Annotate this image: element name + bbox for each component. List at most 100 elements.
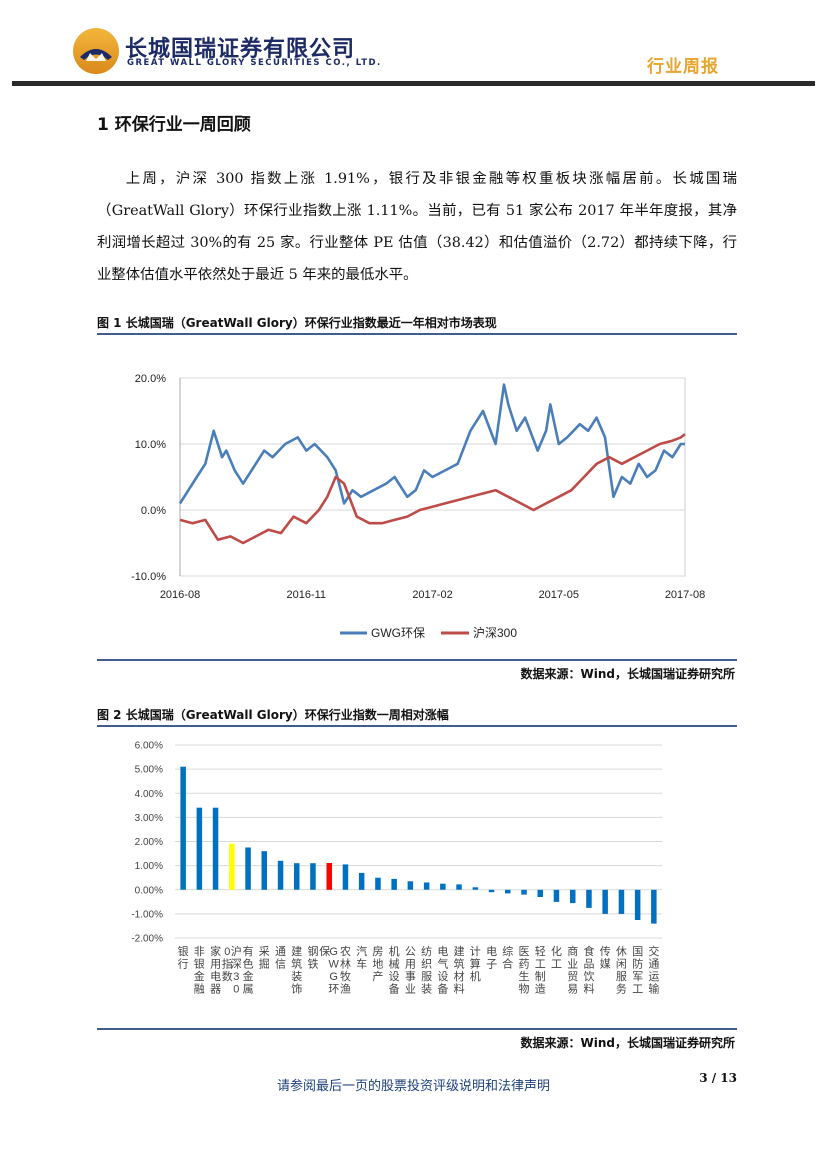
x-category-label: 房地产	[372, 945, 383, 983]
company-name-cn: 长城国瑞证券有限公司	[125, 37, 356, 62]
x-category-label: 通信	[275, 945, 286, 971]
series-line-hs300	[179, 433, 686, 545]
bar	[229, 843, 235, 890]
bar	[277, 860, 284, 890]
x-category-label: 交通运输	[648, 944, 659, 996]
bar	[456, 884, 462, 890]
bar	[634, 889, 641, 920]
x-category-label: 医药生物	[519, 946, 530, 996]
x-category-label: 国防军工	[632, 945, 643, 996]
figure1-title: 图 1 长城国瑞（GreatWall Glory）环保行业指数最近一年相对市场表…	[97, 316, 497, 330]
bar	[245, 847, 251, 890]
y-tick-label: 20.0%	[135, 373, 166, 385]
figure2-bottom-rule	[97, 1028, 737, 1030]
company-name-en: GREAT WALL GLORY SECURITIES CO., LTD.	[127, 58, 382, 68]
x-category-label: G W G 环保	[319, 944, 339, 996]
y-tick-label: 2.00%	[135, 837, 163, 848]
figure1-bottom-rule	[97, 659, 737, 661]
bar	[586, 889, 592, 908]
x-category-label: 建筑装饰	[291, 944, 302, 996]
section-title: 1 环保行业一周回顾	[97, 115, 251, 135]
bar	[261, 851, 267, 890]
bar	[570, 889, 576, 904]
x-category-label: 汽车	[356, 944, 367, 971]
x-category-label: 机械设备	[389, 944, 400, 996]
bar	[651, 889, 657, 924]
bar	[326, 863, 332, 890]
figure2-title: 图 2 长城国瑞（GreatWall Glory）环保行业指数一周相对涨幅	[97, 708, 449, 722]
bar	[196, 807, 203, 890]
bar	[407, 881, 414, 890]
y-tick-label: 0.0%	[141, 505, 166, 517]
x-category-label: 钢铁	[308, 945, 319, 971]
x-category-label: 电气设备	[437, 945, 448, 996]
y-tick-label: -2.00%	[131, 934, 163, 945]
bar	[472, 887, 479, 890]
summary-paragraph: 上周，沪深 300 指数上涨 1.91%，银行及非银金融等权重板块涨幅居前。长城…	[97, 171, 737, 283]
bar	[537, 889, 543, 897]
figure2-bar-chart: 6.00% 5.00% 4.00% 3.00% 2.00% 1.00% 0.00% -1.00…	[131, 741, 662, 996]
bar	[342, 864, 349, 890]
bar	[618, 889, 625, 914]
legend-label-gwg: GWG环保	[371, 626, 425, 640]
legend: GWG环保 沪深300	[340, 626, 517, 640]
x-category-label: 商业贸易	[567, 944, 578, 996]
figure2-top-rule	[97, 725, 737, 727]
bar	[553, 889, 560, 902]
bar	[602, 889, 608, 914]
figure1-source: 数据来源：Wind，长城国瑞证券研究所	[520, 667, 735, 681]
x-category-label: 建筑材料	[454, 944, 465, 996]
x-category-label: 轻工制造	[535, 944, 546, 996]
bar	[180, 766, 186, 890]
x-tick-label: 2016-08	[160, 589, 200, 601]
x-category-label: 纺织服装	[421, 944, 432, 996]
y-tick-label: 1.00%	[135, 861, 163, 872]
x-category-label: 计算机	[470, 945, 481, 983]
x-tick-label: 2016-11	[286, 589, 326, 601]
y-tick-label: 10.0%	[135, 439, 166, 451]
bar	[212, 807, 219, 890]
y-tick-label: 4.00%	[135, 789, 163, 800]
figure1-line-chart: 20.0% 10.0% 0.0% -10.0% 2016-08 2016-11 2017-…	[131, 373, 705, 640]
bar	[488, 889, 495, 893]
y-tick-label: -10.0%	[131, 571, 166, 583]
x-category-label: 传媒	[600, 945, 611, 971]
bar	[375, 877, 381, 890]
y-tick-label: 5.00%	[135, 765, 163, 776]
header-divider	[12, 81, 815, 86]
x-category-label: 银行	[178, 944, 189, 971]
x-category-label: 家用电器	[210, 944, 221, 996]
bar	[505, 889, 511, 894]
footer-disclaimer-note: 请参阅最后一页的股票投资评级说明和法律声明	[276, 1079, 550, 1094]
report-type-label: 行业周报	[647, 57, 719, 77]
x-tick-label: 2017-02	[412, 589, 452, 601]
x-category-label: 综合	[502, 944, 513, 971]
x-tick-label: 2017-05	[539, 589, 579, 601]
bar	[521, 889, 527, 895]
x-category-label: 沪深 3 00 指数	[222, 944, 242, 996]
bar	[310, 863, 316, 890]
y-tick-label: 0.00%	[135, 885, 163, 896]
bar	[423, 882, 430, 890]
x-category-label: 化工	[551, 944, 562, 971]
bar	[391, 878, 397, 890]
x-category-label: 有色金属	[243, 944, 254, 996]
x-category-label: 非银金融	[194, 945, 205, 996]
legend-label-hs300: 沪深300	[473, 626, 517, 640]
y-tick-label: 6.00%	[135, 741, 163, 752]
bar	[358, 872, 365, 890]
series-line-gwg	[178, 383, 685, 505]
y-tick-label: -1.00%	[131, 909, 163, 920]
figure2-source: 数据来源：Wind，长城国瑞证券研究所	[520, 1036, 735, 1050]
x-category-label: 公用事业	[405, 946, 416, 996]
x-category-label: 农林牧渔	[340, 944, 351, 996]
bar	[294, 863, 300, 890]
figure1-top-rule	[97, 333, 737, 335]
page-number: 3 / 13	[699, 1071, 737, 1085]
bar	[440, 883, 446, 890]
x-category-label: 食品饮料	[584, 944, 595, 996]
x-tick-label: 2017-08	[665, 589, 705, 601]
x-category-label: 电子	[486, 945, 497, 971]
y-tick-label: 3.00%	[135, 813, 163, 824]
x-category-label: 采掘	[259, 945, 270, 971]
